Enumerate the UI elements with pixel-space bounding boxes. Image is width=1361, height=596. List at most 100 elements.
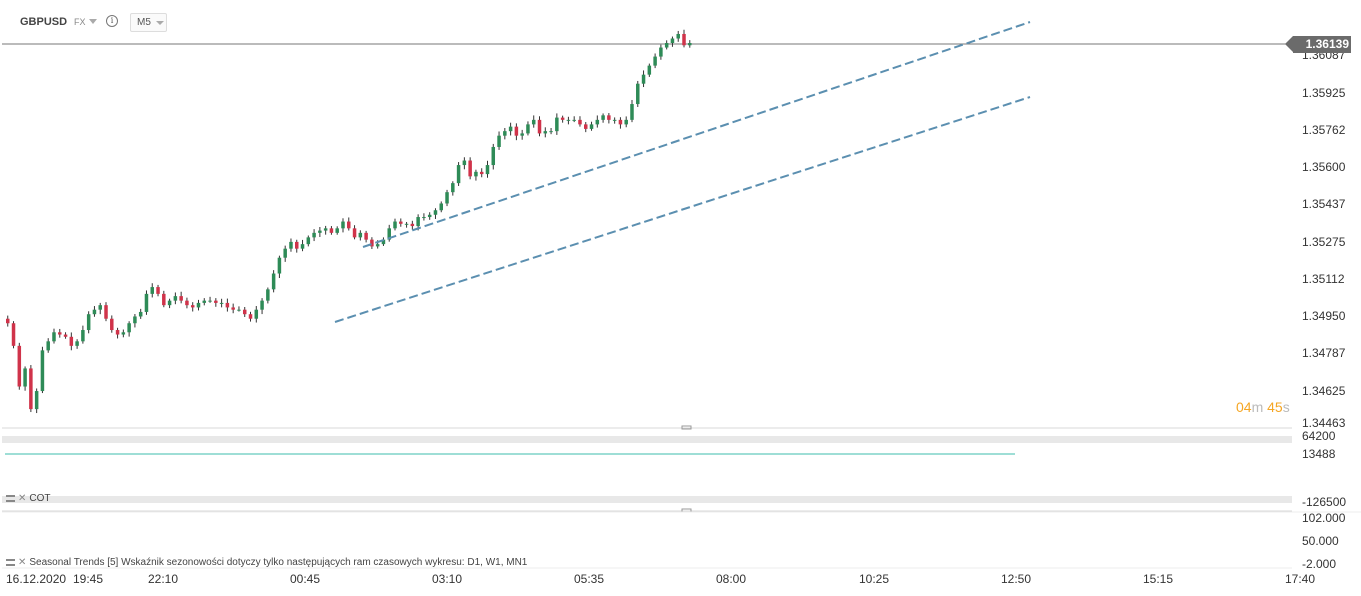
candle-body bbox=[323, 228, 328, 231]
candle-body bbox=[335, 228, 339, 233]
time-tick: 15:15 bbox=[1143, 572, 1174, 586]
candle-body bbox=[589, 124, 594, 129]
candle-body bbox=[173, 296, 178, 301]
candle-body bbox=[133, 316, 137, 324]
candle-body bbox=[358, 232, 363, 238]
candle-body bbox=[58, 332, 62, 335]
timeframe-select[interactable]: M5 bbox=[130, 13, 167, 32]
cot-axis-top: 64200 bbox=[1302, 429, 1336, 443]
cot-label-text: COT bbox=[29, 493, 51, 504]
candle-body bbox=[688, 43, 692, 46]
candle-body bbox=[260, 300, 264, 310]
candle-body bbox=[566, 119, 571, 121]
cot-axis-bottom: -126500 bbox=[1302, 495, 1347, 509]
candle-body bbox=[231, 307, 235, 310]
channel-lower-line bbox=[334, 96, 1031, 323]
info-icon[interactable]: i bbox=[106, 15, 118, 27]
candle-body bbox=[503, 131, 507, 136]
candle-body bbox=[468, 160, 472, 177]
candle-body bbox=[682, 33, 686, 46]
price-tick: 1.34463 bbox=[1302, 416, 1346, 430]
candle-body bbox=[549, 131, 553, 133]
price-tick: 1.35437 bbox=[1302, 197, 1346, 211]
candle-body bbox=[410, 223, 415, 227]
seasonal-pane-label: ✕ Seasonal Trends [5] Wskaźnik sezonowoś… bbox=[6, 557, 527, 568]
candle-body bbox=[387, 228, 391, 240]
drag-handle-icon[interactable] bbox=[6, 559, 15, 566]
time-tick: 10:25 bbox=[859, 572, 890, 586]
candle-body bbox=[370, 239, 374, 247]
candle-body bbox=[485, 165, 490, 175]
candle-body bbox=[491, 146, 496, 166]
candles-group bbox=[6, 29, 692, 414]
candle-body bbox=[185, 300, 189, 306]
price-tick: 1.34625 bbox=[1302, 384, 1346, 398]
candle-body bbox=[514, 126, 519, 136]
chevron-down-icon bbox=[156, 21, 164, 25]
candle-body bbox=[306, 237, 311, 245]
candle-body bbox=[110, 318, 114, 331]
candle-body bbox=[584, 124, 588, 129]
candle-body bbox=[416, 217, 420, 227]
candle-body bbox=[138, 311, 143, 317]
cot-pane-label: ✕ COT bbox=[6, 493, 51, 504]
candle-body bbox=[451, 183, 455, 193]
candle-body bbox=[144, 293, 149, 312]
candle-body bbox=[219, 302, 224, 304]
candle-body bbox=[63, 334, 68, 337]
candle-body bbox=[653, 56, 657, 66]
close-icon[interactable]: ✕ bbox=[18, 557, 27, 568]
candle-body bbox=[75, 341, 79, 346]
seasonal-axis-mid: 50.000 bbox=[1302, 534, 1339, 548]
candle-body bbox=[537, 119, 542, 134]
price-tick: 1.35925 bbox=[1302, 86, 1346, 100]
candle-body bbox=[664, 43, 669, 48]
candle-body bbox=[318, 230, 322, 233]
chevron-down-icon[interactable] bbox=[89, 19, 97, 24]
channel-upper-line bbox=[362, 21, 1031, 248]
candle-body bbox=[497, 135, 501, 147]
candle-body bbox=[399, 221, 403, 224]
time-tick: 00:45 bbox=[290, 572, 321, 586]
candle-body bbox=[179, 296, 183, 301]
seasonal-label-text: Seasonal Trends [5] Wskaźnik sezonowości… bbox=[29, 557, 528, 568]
candle-body bbox=[520, 133, 524, 136]
drag-handle-icon[interactable] bbox=[6, 495, 15, 502]
candle-body bbox=[572, 119, 576, 121]
candle-body bbox=[40, 350, 45, 392]
candle-body bbox=[162, 293, 166, 306]
close-icon[interactable]: ✕ bbox=[18, 493, 27, 504]
candle-body bbox=[526, 124, 530, 134]
time-tick: 19:45 bbox=[73, 572, 104, 586]
candle-body bbox=[676, 33, 680, 39]
candle-body bbox=[479, 171, 484, 175]
candle-body bbox=[300, 244, 305, 249]
candle-body bbox=[202, 300, 207, 303]
candle-body bbox=[271, 273, 276, 290]
candle-body bbox=[445, 192, 449, 204]
candle-body bbox=[86, 314, 91, 331]
candle-body bbox=[329, 228, 334, 233]
cot-axis-mid: 13488 bbox=[1302, 447, 1336, 461]
candle-body bbox=[69, 336, 74, 346]
candle-body bbox=[555, 117, 559, 132]
candle-body bbox=[375, 244, 380, 247]
candle-body bbox=[167, 300, 172, 306]
candle-body bbox=[208, 300, 212, 302]
candle-body bbox=[404, 223, 409, 225]
candle-body bbox=[127, 323, 131, 333]
candle-body bbox=[439, 203, 443, 211]
symbol-label[interactable]: GBPUSD bbox=[20, 16, 68, 28]
candle-body bbox=[393, 221, 397, 229]
price-tick: 1.35762 bbox=[1302, 123, 1346, 137]
candle-body bbox=[607, 115, 611, 120]
candle-body bbox=[647, 65, 652, 75]
time-tick: 22:10 bbox=[148, 572, 179, 586]
candle-body bbox=[422, 217, 426, 219]
candle-body bbox=[295, 241, 299, 249]
candle-body bbox=[104, 305, 108, 319]
candle-body bbox=[630, 104, 634, 120]
candle-body bbox=[23, 368, 27, 387]
candle-body bbox=[352, 228, 357, 238]
